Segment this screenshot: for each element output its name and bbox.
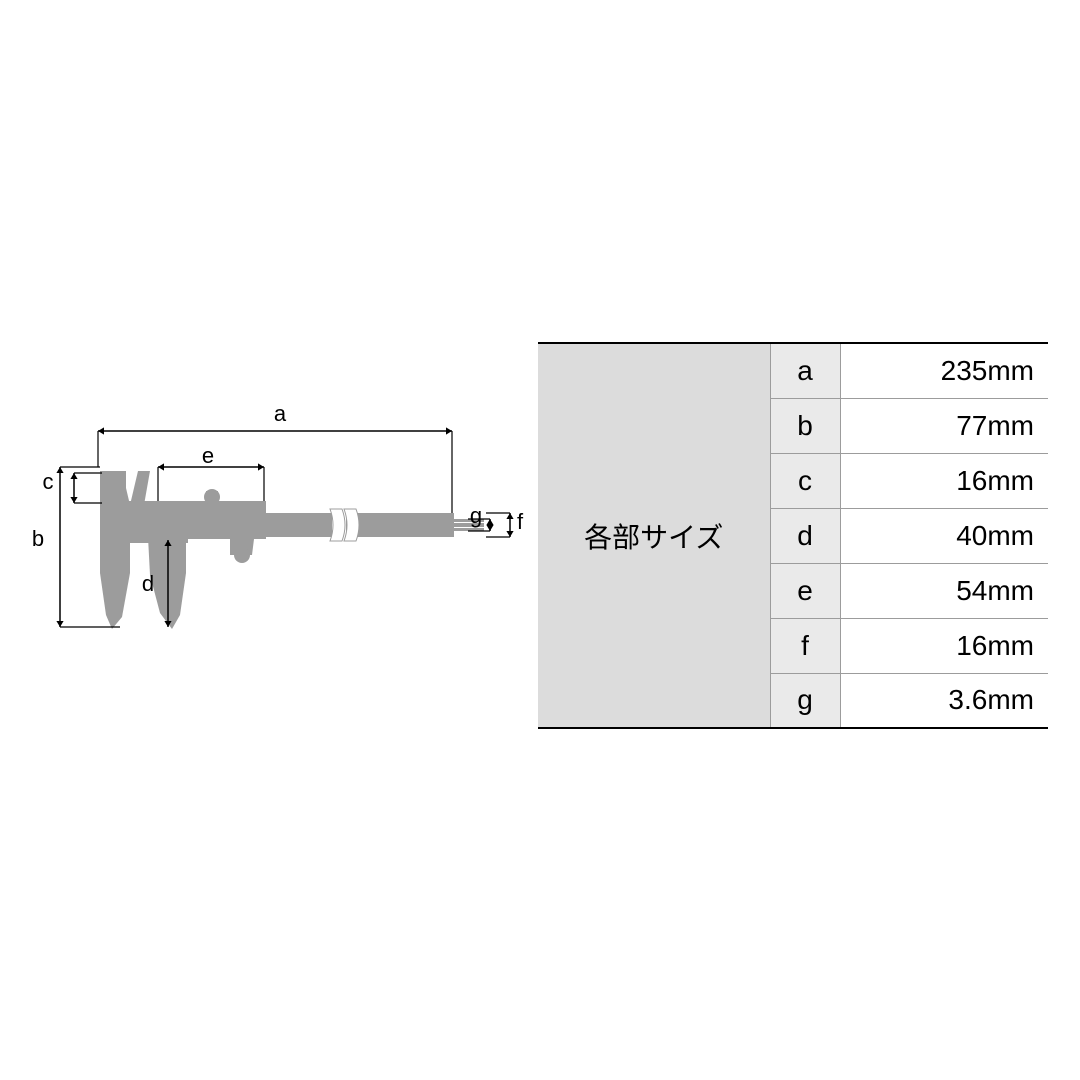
dim-label-c: c [43,469,54,494]
dim-value-cell: 16mm [840,618,1048,673]
dim-label-a: a [274,405,287,426]
dimensions-table: 各部サイズa235mmb77mmc16mmd40mme54mmf16mmg3.6… [538,342,1048,729]
dim-label-f: f [517,509,524,534]
caliper-svg: a b c d e f g [30,405,530,645]
dim-label-b: b [32,526,44,551]
dim-value-cell: 77mm [840,398,1048,453]
dim-value-cell: 3.6mm [840,673,1048,728]
table-header-cell: 各部サイズ [538,343,770,728]
dim-label-e: e [202,443,214,468]
dim-label-g: g [470,503,482,528]
dim-value-cell: 16mm [840,453,1048,508]
dim-key-cell: f [770,618,840,673]
dim-label-d: d [142,571,154,596]
dim-key-cell: e [770,563,840,618]
dim-key-cell: g [770,673,840,728]
dim-value-cell: 54mm [840,563,1048,618]
dim-key-cell: d [770,508,840,563]
table-row: 各部サイズa235mm [538,343,1048,398]
dim-key-cell: a [770,343,840,398]
dim-key-cell: c [770,453,840,508]
dim-value-cell: 235mm [840,343,1048,398]
caliper-dimension-diagram: a b c d e f g [30,405,530,645]
dim-value-cell: 40mm [840,508,1048,563]
dim-key-cell: b [770,398,840,453]
